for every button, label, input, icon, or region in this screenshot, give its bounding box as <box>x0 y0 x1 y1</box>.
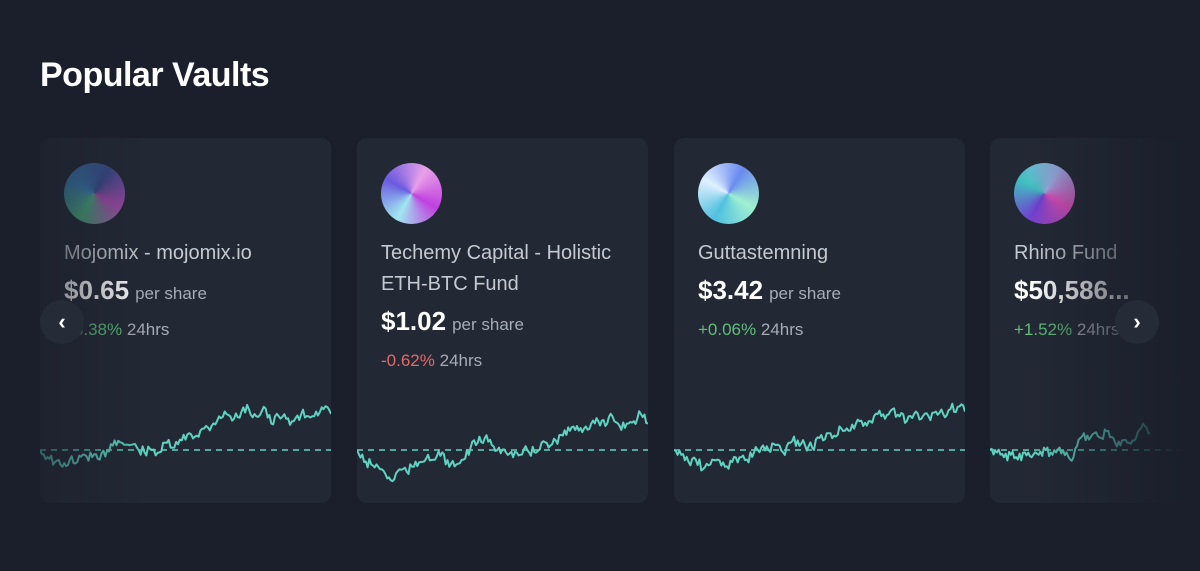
vault-avatar <box>381 163 442 224</box>
vault-sparkline <box>40 403 331 468</box>
per-share-label: per share <box>135 284 207 303</box>
vault-change-row: +1.52% 24hrs <box>1014 320 1119 340</box>
vault-avatar <box>64 163 125 224</box>
vault-carousel: Mojomix - mojomix.io $0.65 per share +0.3… <box>0 138 1200 504</box>
vault-sparkline <box>674 402 965 472</box>
period-label: 24hrs <box>760 320 804 339</box>
vault-name: Rhino Fund <box>1014 242 1118 264</box>
sparkline-path <box>357 410 648 483</box>
vault-price: $50,586... <box>1014 275 1130 305</box>
vault-change-row: +0.06% 24hrs <box>698 320 803 340</box>
vault-price-row: $3.42 per share <box>698 275 841 306</box>
vault-change: +0.06% <box>698 320 757 339</box>
vault-change-row: -0.62% 24hrs <box>381 351 482 371</box>
chevron-right-icon: › <box>1133 309 1141 334</box>
vault-price: $1.02 <box>381 306 447 336</box>
vault-sparkline <box>357 410 648 483</box>
vault-sparkline <box>990 422 1190 462</box>
vault-name: Mojomix - mojomix.io <box>64 242 252 264</box>
sparkline-path <box>674 402 965 472</box>
vault-card[interactable]: Guttastemning $3.42 per share +0.06% 24hr… <box>674 138 965 503</box>
carousel-next-button[interactable]: › <box>1115 300 1159 344</box>
carousel-prev-button[interactable]: ‹ <box>40 300 84 344</box>
vault-price-row: $1.02 per share <box>381 306 524 337</box>
period-label: 24hrs <box>126 320 170 339</box>
section-title: Popular Vaults <box>40 56 270 94</box>
vault-name: Techemy Capital - Holistic ETH-BTC Fund <box>381 242 612 295</box>
vault-price-row: $0.65 per share <box>64 275 207 306</box>
per-share-label: per share <box>769 284 841 303</box>
vault-card[interactable]: Techemy Capital - Holistic ETH-BTC Fund … <box>357 138 648 503</box>
vault-change: +1.52% <box>1014 320 1073 339</box>
vault-name: Guttastemning <box>698 242 829 264</box>
vault-change: -0.62% <box>381 351 435 370</box>
vault-avatar <box>1014 163 1075 224</box>
sparkline-path <box>990 422 1150 462</box>
period-label: 24hrs <box>439 351 483 370</box>
vault-price: $3.42 <box>698 275 764 305</box>
chevron-left-icon: ‹ <box>58 309 66 334</box>
vault-card[interactable]: Rhino Fund $50,586... +1.52% 24hrs <box>990 138 1190 503</box>
vault-price-row: $50,586... <box>1014 275 1136 306</box>
period-label: 24hrs <box>1076 320 1120 339</box>
sparkline-path <box>40 403 331 468</box>
vault-avatar <box>698 163 759 224</box>
per-share-label: per share <box>452 315 524 334</box>
vault-price: $0.65 <box>64 275 130 305</box>
